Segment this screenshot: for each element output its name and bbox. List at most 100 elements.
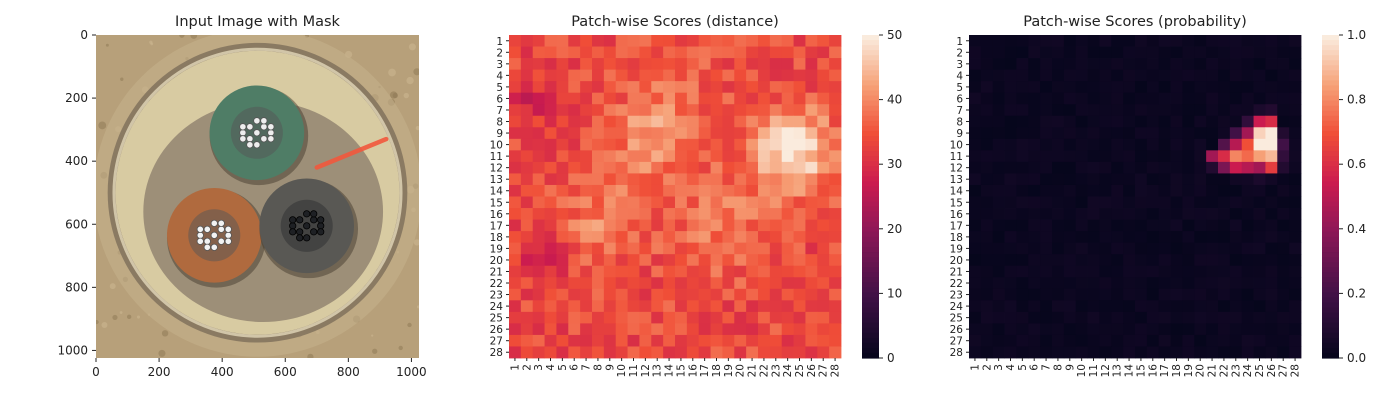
heatmap-cell: [698, 265, 711, 278]
heatmap-cell: [1194, 173, 1207, 186]
heatmap-cell: [1063, 208, 1077, 220]
heatmap-cell: [1241, 69, 1254, 82]
heatmap-cell: [603, 231, 617, 244]
heatmap-cell: [1206, 334, 1219, 347]
heatmap-cell: [805, 219, 818, 232]
heatmap-cell: [829, 92, 842, 105]
heatmap-cell: [1146, 46, 1160, 59]
heatmap-cell: [1040, 150, 1053, 163]
x-tick-label: 16: [687, 364, 699, 378]
heatmap-cell: [675, 127, 688, 140]
y-tick-label: 7: [956, 105, 963, 117]
heatmap-cell: [1241, 138, 1254, 151]
heatmap-cell: [1052, 115, 1065, 128]
colorbar-step: [862, 70, 879, 76]
heatmap-cell: [556, 231, 569, 244]
heatmap-cell: [556, 288, 569, 301]
heatmap-cell: [509, 58, 522, 71]
heatmap-cell: [1111, 242, 1124, 255]
heatmap-cell: [1218, 127, 1231, 140]
heatmap-cell: [1123, 69, 1136, 82]
heatmap-cell: [627, 92, 640, 105]
heatmap-cell: [580, 231, 593, 244]
heatmap-cell: [568, 288, 581, 301]
heatmap-cell: [980, 81, 994, 94]
x-tick-label: 19: [1183, 364, 1195, 377]
heatmap-cell: [805, 58, 818, 71]
heatmap-cell: [1040, 346, 1053, 359]
heatmap-cell: [1289, 208, 1302, 220]
heatmap-cell: [1016, 81, 1029, 94]
heatmap-cell: [722, 231, 735, 244]
heatmap-cell: [1229, 161, 1243, 174]
colorbar-step: [862, 257, 879, 263]
heatmap-cell: [1265, 46, 1278, 59]
heatmap-cell: [1277, 69, 1290, 82]
heatmap-cell: [1194, 323, 1207, 336]
heatmap-cell: [722, 323, 735, 336]
heatmap-cell: [781, 115, 794, 128]
heatmap-cell: [781, 127, 794, 140]
heatmap-cell: [556, 127, 569, 140]
heatmap-cell: [544, 46, 557, 59]
heatmap-cell: [580, 346, 593, 359]
heatmap-cell: [1158, 58, 1171, 71]
colorbar-step: [1322, 257, 1339, 263]
heatmap-cell: [758, 150, 771, 163]
heatmap-cell: [1146, 334, 1160, 347]
heatmap-cell: [1241, 81, 1254, 94]
heatmap-cell: [509, 161, 522, 174]
heatmap-cell: [722, 69, 735, 82]
x-tick-label: 20: [1195, 364, 1207, 377]
heatmap-cell: [698, 81, 711, 94]
heatmap-cell: [1253, 208, 1266, 220]
heatmap-cell: [1182, 277, 1195, 290]
heatmap-cell: [1099, 104, 1112, 117]
heatmap-cell: [1158, 277, 1171, 290]
heatmap-cell: [1111, 115, 1124, 128]
x-tick-label: 7: [1041, 364, 1053, 371]
heatmap-cell: [746, 150, 759, 163]
heatmap-cell: [592, 35, 605, 47]
heatmap-cell: [1253, 184, 1266, 197]
heatmap-cell: [627, 219, 640, 232]
heatmap-cell: [1099, 69, 1112, 82]
heatmap-cell: [1265, 69, 1278, 82]
heatmap-cell: [1194, 196, 1207, 209]
heatmap-cell: [1182, 231, 1195, 244]
heatmap-cell: [580, 323, 593, 336]
strand: [203, 243, 211, 251]
heatmap-cell: [1218, 104, 1231, 117]
heatmap-cell: [710, 208, 723, 220]
y-tick-label: 5: [496, 82, 503, 94]
heatmap-cell: [1241, 254, 1254, 267]
heatmap-cell: [603, 138, 617, 151]
heatmap-cell: [686, 254, 700, 267]
strand: [196, 237, 204, 245]
colorbar-step: [1322, 211, 1339, 218]
x-tick-label: 15: [1135, 364, 1147, 377]
heatmap-cell: [663, 334, 676, 347]
heatmap-cell: [1087, 81, 1100, 94]
heatmap-cell: [769, 58, 783, 71]
colorbar-step: [862, 45, 879, 51]
heatmap-cell: [556, 219, 569, 232]
x-tick-label: 9: [1064, 364, 1076, 371]
heatmap-cell: [1241, 265, 1254, 278]
heatmap-cell: [1004, 334, 1017, 347]
heatmap-cell: [1040, 288, 1053, 301]
heatmap-cell: [969, 184, 982, 197]
heatmap-cell: [1052, 277, 1065, 290]
colorbar-step: [862, 282, 879, 288]
heatmap-cell: [532, 311, 545, 324]
heatmap-cell: [520, 254, 534, 267]
heatmap-cell: [603, 115, 617, 128]
heatmap-cell: [1277, 242, 1290, 255]
colorbar-step: [1322, 105, 1339, 112]
y-tick-label: 12: [490, 163, 503, 175]
heatmap-cell: [817, 173, 830, 186]
heatmap-cell: [1194, 127, 1207, 140]
heatmap-cell: [639, 138, 652, 151]
heatmap-cell: [722, 127, 735, 140]
heatmap-cell: [1253, 138, 1266, 151]
